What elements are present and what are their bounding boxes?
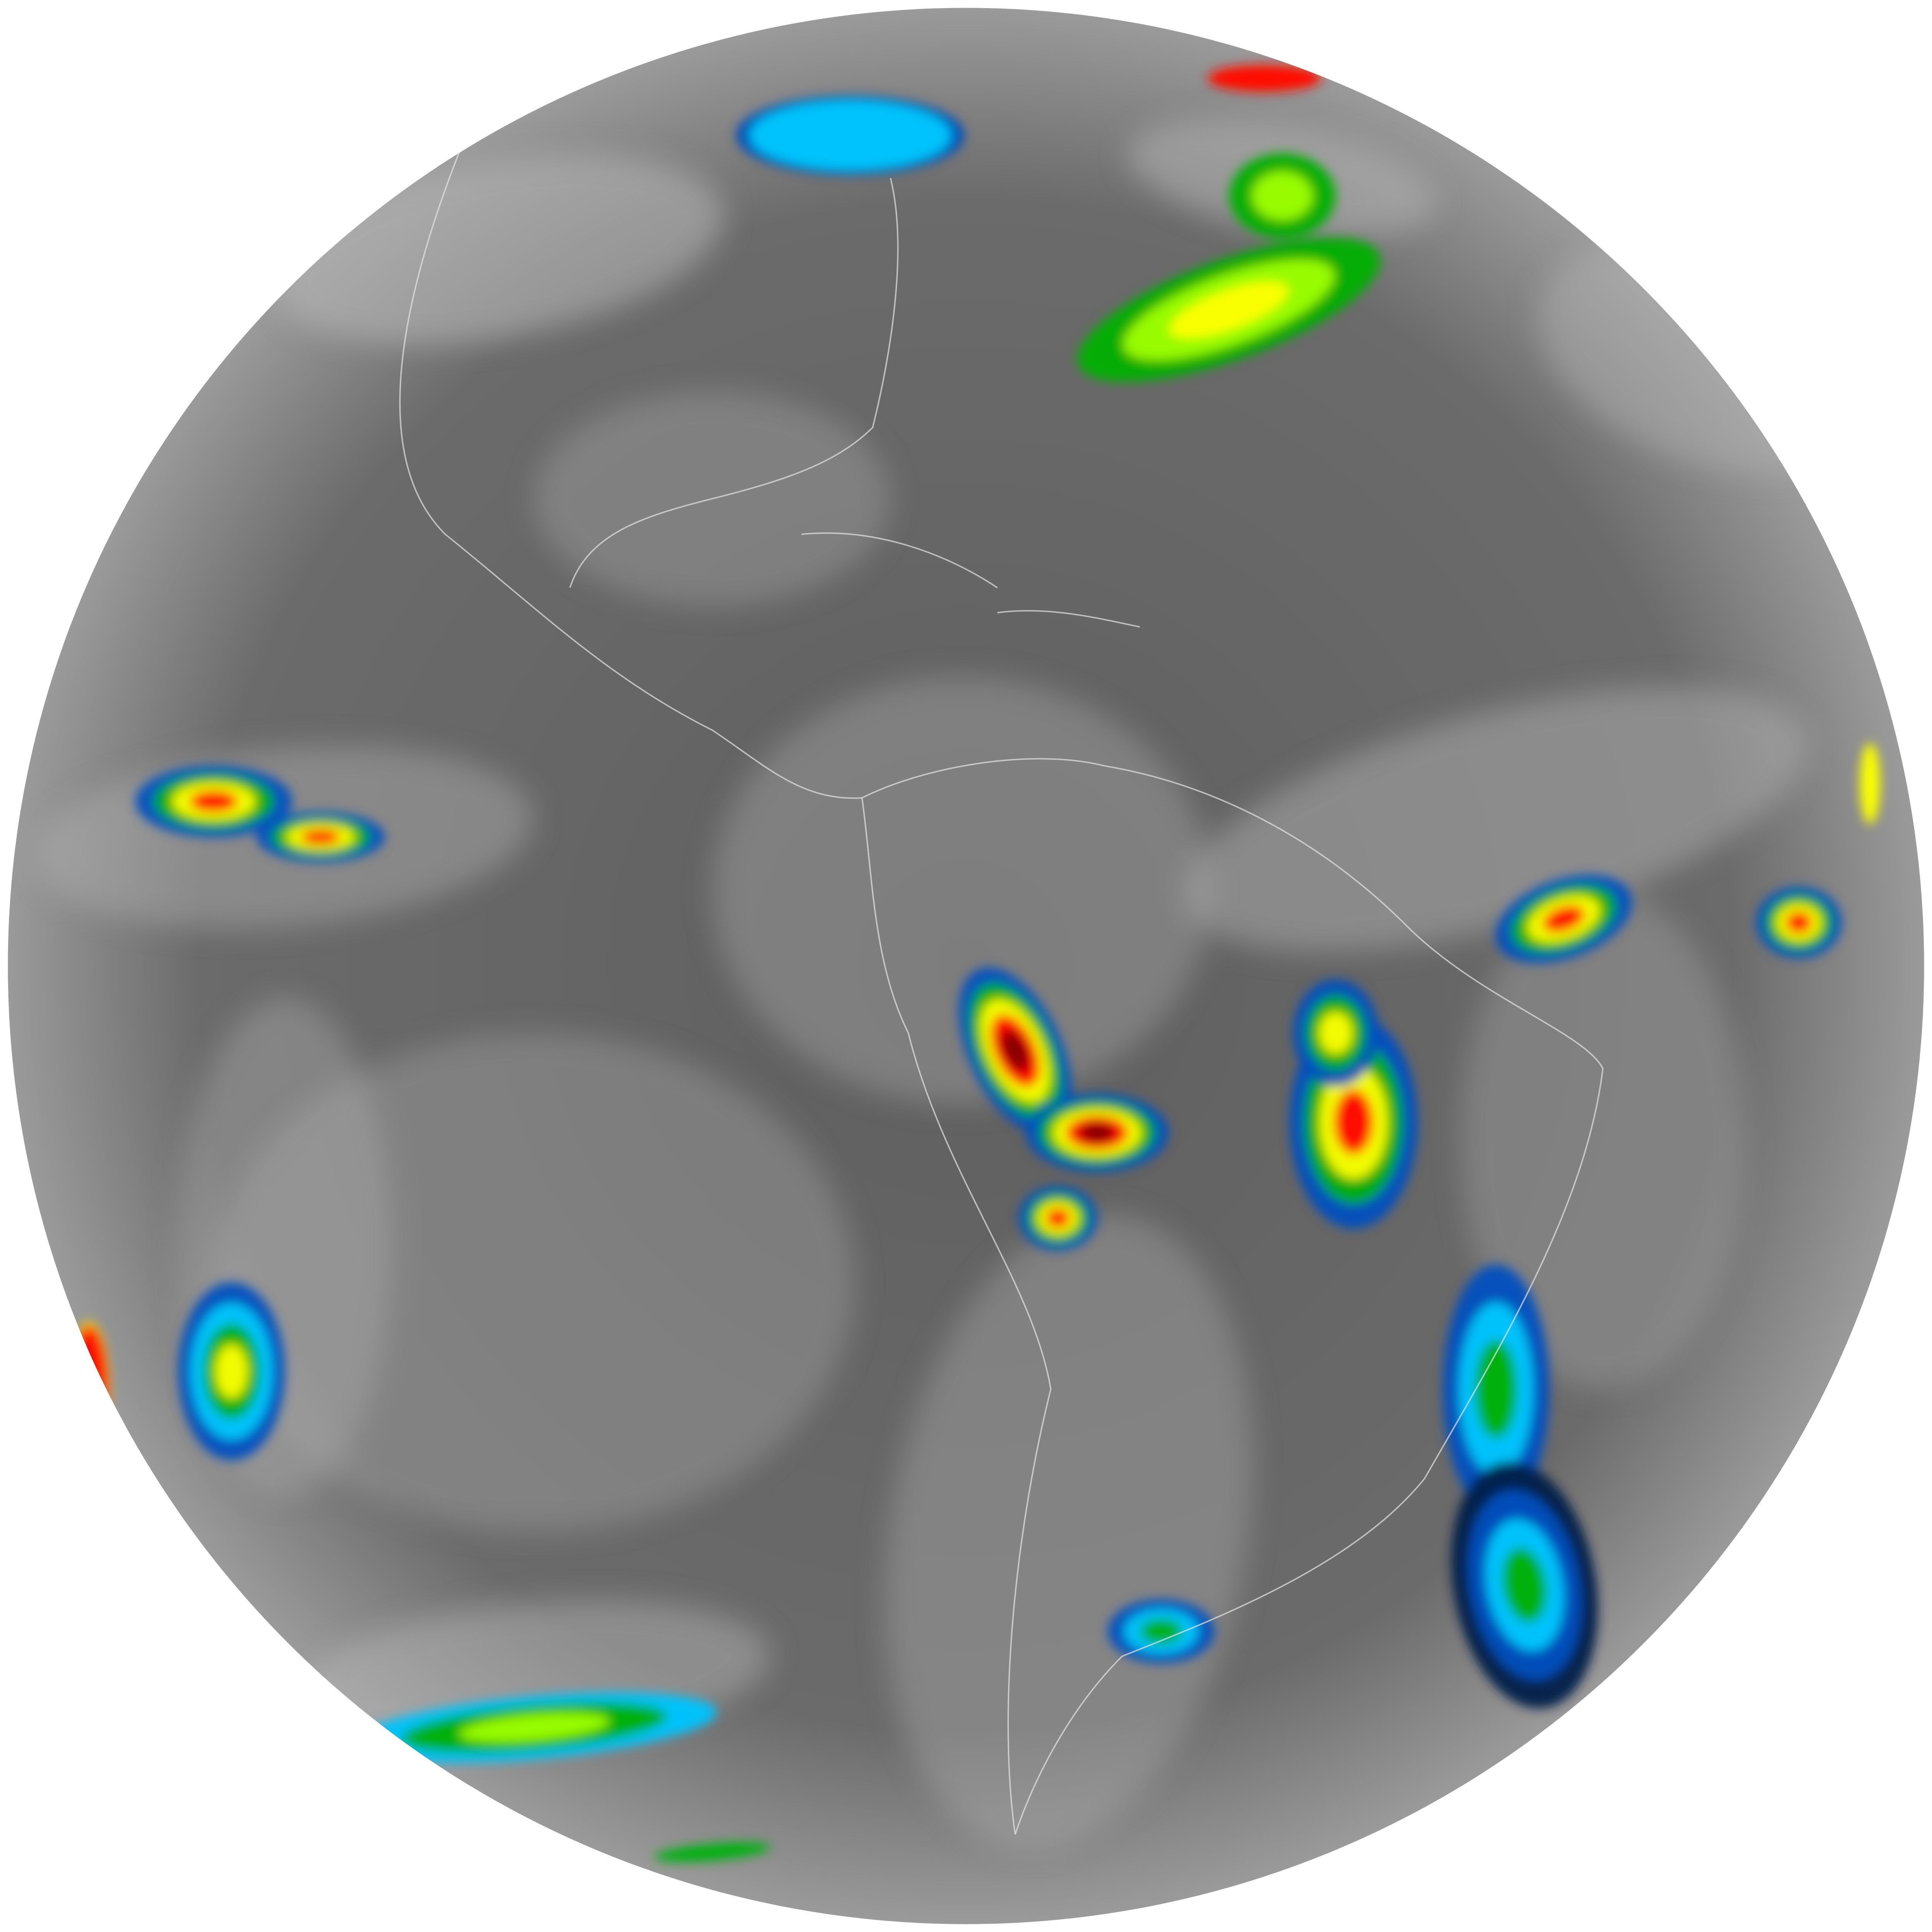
storm-cell [1001, 1030, 1029, 1071]
cloud-mass [884, 1214, 1253, 1849]
storm-cell [1046, 1208, 1070, 1228]
storm-cell [459, 1713, 610, 1742]
storm-cell [190, 791, 238, 812]
storm-cell [1334, 1090, 1373, 1155]
storm-cell [1169, 281, 1289, 338]
storm-cell [1208, 65, 1321, 92]
coastline [569, 178, 899, 588]
storm-cell [1252, 172, 1313, 220]
storm-cell [654, 1842, 771, 1862]
coastline [399, 142, 862, 799]
storm-cell [1543, 905, 1585, 932]
storm-cell [215, 1344, 248, 1398]
cloud-mass [712, 677, 1211, 1104]
storm-cell [1510, 100, 1696, 185]
storm-cell [1860, 743, 1880, 825]
storm-cell [301, 829, 340, 845]
cloud-mass [1185, 687, 1807, 952]
storm-cell [1319, 1012, 1353, 1054]
coastline [801, 532, 998, 588]
storm-cell [1502, 1548, 1547, 1622]
storm-cell [1080, 1123, 1115, 1143]
storm-cell [1140, 1619, 1182, 1644]
storm-cell [1786, 912, 1812, 934]
coastline [861, 758, 1604, 1835]
storm-cell [1475, 1340, 1517, 1439]
coastline [997, 610, 1140, 628]
storm-cell [749, 100, 951, 171]
coastline-border-overlay [399, 142, 1604, 1835]
storm-cell [70, 1324, 109, 1454]
